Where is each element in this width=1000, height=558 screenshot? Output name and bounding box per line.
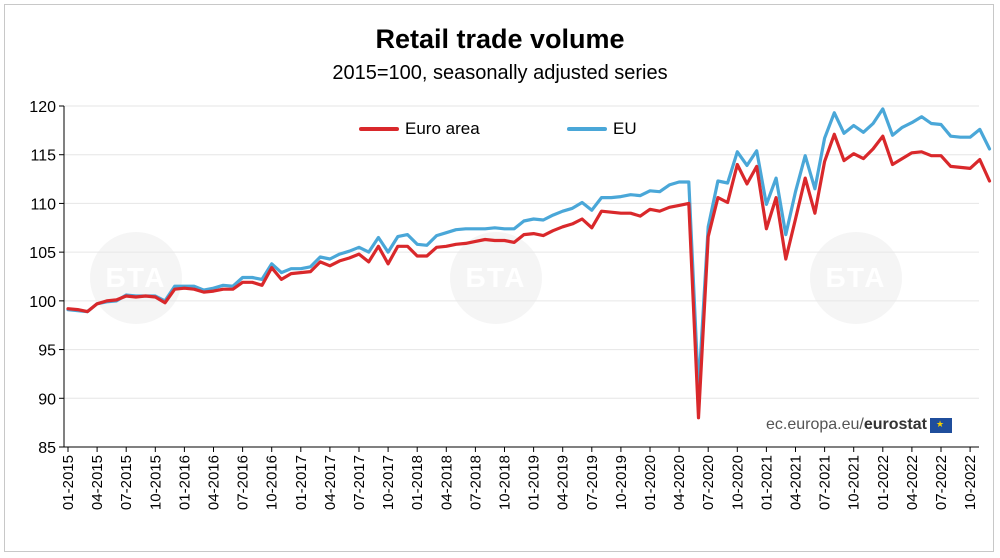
x-tick-label: 04-2021: [788, 455, 805, 510]
x-tick-label: 10-2020: [729, 455, 746, 510]
y-tick-label: 120: [29, 99, 56, 116]
x-tick-label: 01-2019: [526, 455, 543, 510]
legend-label-euro-area: Euro area: [405, 119, 480, 138]
y-tick-label: 115: [30, 148, 56, 165]
x-tick-label: 10-2017: [380, 455, 397, 510]
y-tick-label: 110: [30, 196, 56, 213]
x-tick-label: 07-2018: [467, 455, 484, 510]
x-tick-label: 07-2015: [118, 455, 135, 510]
x-tick-label: 04-2020: [671, 455, 688, 510]
x-tick-label: 01-2020: [642, 455, 659, 510]
watermark-logo: БТА: [90, 232, 182, 324]
x-tick-label: 07-2017: [351, 455, 368, 510]
source-brand: eurostat: [863, 416, 927, 433]
x-tick-label: 01-2016: [176, 455, 193, 510]
source-prefix: ec.europa.eu/: [766, 416, 864, 433]
x-tick-label: 07-2020: [700, 455, 717, 510]
watermark-logo: БТА: [810, 232, 902, 324]
legend-swatch-eu: [567, 127, 607, 131]
x-tick-label: 10-2021: [846, 455, 863, 510]
x-tick-label: 07-2019: [584, 455, 601, 510]
x-tick-label: 04-2015: [89, 455, 106, 510]
legend-item-eu: EU: [567, 119, 637, 139]
y-tick-label: 90: [38, 391, 56, 408]
y-tick-label: 105: [29, 245, 56, 262]
x-tick-label: 04-2022: [904, 455, 921, 510]
watermark-text: БТА: [465, 262, 527, 293]
x-tick-label: 01-2021: [758, 455, 775, 510]
y-tick-label: 95: [38, 343, 56, 360]
x-tick-label: 01-2022: [875, 455, 892, 510]
x-tick-label: 10-2018: [497, 455, 514, 510]
series-line-euro-area: [66, 132, 992, 420]
x-tick-label: 01-2018: [409, 455, 426, 510]
watermark-text: БТА: [105, 262, 167, 293]
legend-label-eu: EU: [613, 119, 637, 138]
x-tick-label: 04-2018: [438, 455, 455, 510]
x-tick-label: 10-2015: [147, 455, 164, 510]
source-credit: ec.europa.eu/eurostat: [766, 416, 952, 434]
x-tick-label: 10-2022: [962, 455, 979, 510]
watermark-text: БТА: [825, 262, 887, 293]
y-tick-label: 100: [29, 294, 56, 311]
legend-swatch-euro-area: [359, 127, 399, 131]
series-line-eu: [66, 107, 992, 393]
chart-subtitle: 2015=100, seasonally adjusted series: [332, 62, 668, 84]
x-tick-label: 01-2017: [293, 455, 310, 510]
legend-item-euro-area: Euro area: [359, 119, 480, 139]
chart-title: Retail trade volume: [375, 24, 625, 54]
x-tick-label: 04-2016: [206, 455, 223, 510]
eu-flag-icon: [929, 417, 952, 433]
watermark-logo: БТА: [450, 232, 542, 324]
x-tick-label: 01-2015: [60, 455, 77, 510]
x-tick-label: 04-2017: [322, 455, 339, 510]
x-tick-label: 07-2022: [933, 455, 950, 510]
x-tick-label: 10-2019: [613, 455, 630, 510]
x-tick-label: 07-2016: [235, 455, 252, 510]
x-tick-label: 07-2021: [817, 455, 834, 510]
y-tick-label: 85: [38, 440, 56, 457]
x-tick-label: 10-2016: [264, 455, 281, 510]
x-tick-label: 04-2019: [555, 455, 572, 510]
